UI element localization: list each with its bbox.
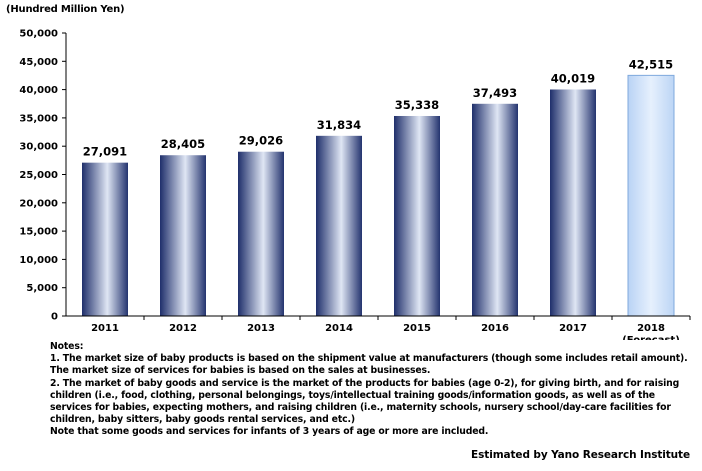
y-tick-label: 30,000 bbox=[19, 142, 58, 153]
y-tick-label: 45,000 bbox=[19, 57, 58, 68]
bar bbox=[238, 151, 284, 316]
bar-chart: 0 5,000 10,000 15,000 20,000 25,000 30,000 35,0… bbox=[19, 29, 691, 340]
value-labels: 27,091 28,405 29,026 31,834 35,338 37,493 40,0… bbox=[83, 57, 673, 158]
y-tick-label: 25,000 bbox=[19, 170, 58, 181]
source-credit: Estimated by Yano Research Institute bbox=[471, 449, 690, 461]
bar bbox=[472, 103, 518, 317]
bar bbox=[627, 74, 675, 317]
y-tick-label: 5,000 bbox=[26, 283, 58, 294]
x-tick-label: 2016 bbox=[481, 323, 509, 334]
y-axis: 0 5,000 10,000 15,000 20,000 25,000 30,000 35,0… bbox=[19, 29, 66, 323]
value-label: 29,026 bbox=[239, 134, 283, 148]
bar bbox=[160, 155, 206, 316]
y-tick-label: 10,000 bbox=[19, 255, 58, 266]
y-axis-unit-label: (Hundred Million Yen) bbox=[6, 4, 125, 15]
y-tick-label: 20,000 bbox=[19, 198, 58, 209]
x-tick-label: 2017 bbox=[559, 323, 587, 334]
x-tick-label: 2013 bbox=[247, 323, 275, 334]
bar bbox=[82, 162, 128, 316]
value-label: 27,091 bbox=[83, 145, 127, 159]
note-line: Note that some goods and services for in… bbox=[50, 426, 489, 438]
bar bbox=[550, 89, 596, 316]
x-tick-label: 2014 bbox=[325, 323, 353, 334]
note-line: children (i.e., food, clothing, personal… bbox=[50, 389, 655, 401]
x-tick-sublabel: (Forecast) bbox=[622, 335, 680, 340]
bar bbox=[316, 135, 362, 316]
y-tick-label: 15,000 bbox=[19, 227, 58, 238]
y-tick-label: 40,000 bbox=[19, 85, 58, 96]
x-tick-label: 2015 bbox=[403, 323, 431, 334]
x-tick-label: 2012 bbox=[169, 323, 197, 334]
notes-block: Notes: 1. The market size of baby produc… bbox=[50, 341, 698, 439]
note-line: 2. The market of baby goods and service … bbox=[50, 377, 680, 389]
note-line: children, baby sitters, baby goods renta… bbox=[50, 414, 355, 426]
x-axis: 2011 2012 2013 2014 2015 2016 2017 2018(Forecas… bbox=[91, 316, 691, 340]
note-line: 1. The market size of baby products is b… bbox=[50, 353, 688, 365]
note-line: The market size of services for babies i… bbox=[50, 365, 431, 377]
x-tick-label: 2011 bbox=[91, 323, 119, 334]
bar bbox=[394, 115, 440, 316]
y-tick-label: 0 bbox=[51, 312, 58, 323]
value-label: 37,493 bbox=[473, 86, 517, 100]
bar-series bbox=[82, 74, 675, 317]
y-tick-label: 50,000 bbox=[19, 29, 58, 40]
value-label: 40,019 bbox=[551, 71, 595, 85]
x-tick-label: 2018 bbox=[637, 323, 665, 334]
value-label: 35,338 bbox=[395, 98, 439, 112]
notes-heading: Notes: bbox=[50, 341, 84, 352]
note-line: services for babies, expecting mothers, … bbox=[50, 402, 671, 414]
value-label: 42,515 bbox=[629, 57, 673, 71]
value-label: 28,405 bbox=[161, 137, 205, 151]
y-tick-label: 35,000 bbox=[19, 113, 58, 124]
value-label: 31,834 bbox=[317, 118, 361, 132]
